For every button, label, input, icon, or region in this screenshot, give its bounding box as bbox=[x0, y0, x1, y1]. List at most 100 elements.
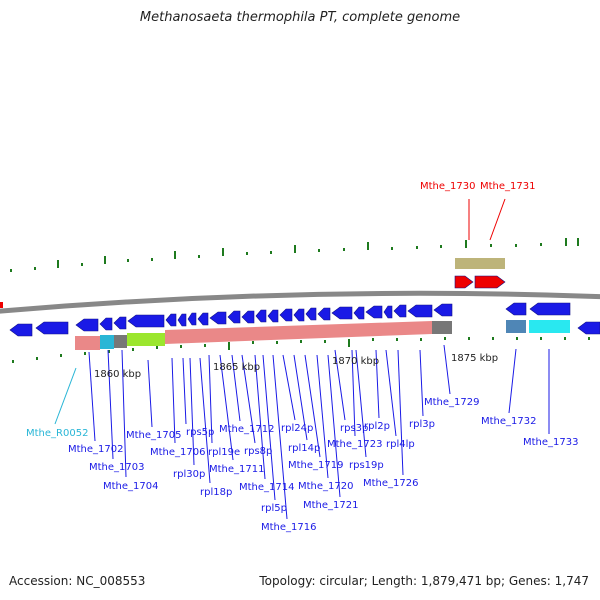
leader-line bbox=[419, 349, 424, 417]
gene-label[interactable]: Mthe_1733 bbox=[523, 437, 579, 448]
gene-label[interactable]: Mthe_1726 bbox=[363, 478, 419, 489]
gene-label[interactable]: Mthe_1711 bbox=[209, 464, 265, 475]
reverse-gene-arrow[interactable] bbox=[35, 321, 69, 335]
tick-mark bbox=[204, 344, 206, 347]
reverse-gene-arrow[interactable] bbox=[505, 302, 527, 316]
tick-mark bbox=[565, 238, 567, 246]
gene-label[interactable]: Mthe_1703 bbox=[89, 462, 145, 473]
reverse-gene-arrow[interactable] bbox=[9, 323, 33, 337]
reverse-gene-arrow[interactable] bbox=[317, 307, 331, 321]
gene-label[interactable]: rpl5p bbox=[261, 503, 287, 514]
tick-mark bbox=[132, 348, 134, 351]
gene-label[interactable]: Mthe_1730 bbox=[420, 181, 476, 192]
gene-label[interactable]: rps8p bbox=[244, 446, 272, 457]
forward-gene-arrow[interactable] bbox=[474, 275, 506, 289]
gene-label[interactable]: Mthe_1732 bbox=[481, 416, 537, 427]
track-segment-cyan bbox=[100, 335, 114, 349]
gene-label[interactable]: Mthe_1702 bbox=[68, 444, 124, 455]
reverse-gene-arrow[interactable] bbox=[99, 317, 113, 331]
gene-label[interactable]: rps19p bbox=[349, 460, 384, 471]
reverse-gene-arrow[interactable] bbox=[577, 321, 600, 335]
tick-mark bbox=[60, 354, 62, 357]
reverse-gene-arrow[interactable] bbox=[197, 312, 209, 326]
gene-label[interactable]: Mthe_1721 bbox=[303, 500, 359, 511]
gene-label[interactable]: rpl2p bbox=[364, 421, 390, 432]
tick-mark bbox=[440, 245, 442, 248]
label-leader-lines bbox=[54, 198, 550, 520]
gene-label[interactable]: Mthe_1723 bbox=[327, 439, 383, 450]
gene-label[interactable]: Mthe_1716 bbox=[261, 522, 317, 533]
gene-label[interactable]: rps5p bbox=[186, 427, 214, 438]
reverse-gene-arrow[interactable] bbox=[407, 304, 433, 318]
leader-line bbox=[241, 354, 256, 444]
tick-mark bbox=[198, 255, 200, 258]
track-segment-cyan bbox=[529, 320, 570, 333]
tick-mark bbox=[564, 337, 566, 340]
reverse-gene-arrow[interactable] bbox=[113, 316, 127, 330]
reverse-gene-arrow[interactable] bbox=[529, 302, 571, 316]
gene-label[interactable]: Mthe_1712 bbox=[219, 424, 275, 435]
leader-line bbox=[397, 349, 404, 476]
gene-label[interactable]: rpl3p bbox=[409, 419, 435, 430]
reverse-gene-arrow[interactable] bbox=[267, 309, 279, 323]
reverse-gene-arrow[interactable] bbox=[293, 308, 305, 322]
gene-label[interactable]: Mthe_1720 bbox=[298, 481, 354, 492]
tick-mark bbox=[465, 240, 467, 248]
tick-mark bbox=[490, 244, 492, 247]
reverse-gene-arrow[interactable] bbox=[255, 309, 267, 323]
gene-label[interactable]: rps3p bbox=[340, 423, 368, 434]
leader-line bbox=[121, 349, 127, 478]
reverse-gene-arrow[interactable] bbox=[383, 305, 393, 319]
gene-label[interactable]: rpl24p bbox=[281, 423, 313, 434]
reverse-gene-arrow[interactable] bbox=[209, 311, 227, 325]
tick-mark bbox=[36, 357, 38, 360]
reverse-gene-arrow[interactable] bbox=[227, 310, 241, 324]
gene-label[interactable]: rpl19e bbox=[208, 447, 240, 458]
gene-label[interactable]: Mthe_1719 bbox=[288, 460, 344, 471]
gene-label[interactable]: rpl18p bbox=[200, 487, 232, 498]
reverse-gene-arrow[interactable] bbox=[127, 314, 165, 328]
scale-label: 1870 kbp bbox=[332, 356, 379, 367]
reverse-gene-arrow[interactable] bbox=[331, 306, 353, 320]
tick-marks bbox=[0, 238, 590, 363]
tick-mark bbox=[252, 341, 254, 344]
leader-line bbox=[254, 354, 266, 480]
gene-label[interactable]: Mthe_1729 bbox=[424, 397, 480, 408]
reverse-gene-arrow[interactable] bbox=[165, 313, 177, 327]
reverse-gene-arrow[interactable] bbox=[393, 304, 407, 318]
gene-label[interactable]: Mthe_1714 bbox=[239, 482, 295, 493]
tick-mark bbox=[396, 338, 398, 341]
reverse-gene-arrow[interactable] bbox=[433, 303, 453, 317]
leader-line bbox=[262, 354, 276, 501]
reverse-gene-arrow[interactable] bbox=[177, 313, 187, 327]
gene-label[interactable]: Mthe_1706 bbox=[150, 447, 206, 458]
reverse-gene-arrow[interactable] bbox=[353, 306, 365, 320]
leader-line bbox=[489, 198, 506, 241]
tick-mark bbox=[246, 252, 248, 255]
track-segment-grey bbox=[114, 335, 127, 348]
gene-label[interactable]: rpl30p bbox=[173, 469, 205, 480]
reverse-gene-arrow[interactable] bbox=[75, 318, 99, 332]
leader-line bbox=[327, 354, 341, 498]
gene-label[interactable]: Mthe_1705 bbox=[126, 430, 182, 441]
gene-label[interactable]: rpl14p bbox=[288, 443, 320, 454]
leader-line bbox=[231, 354, 241, 422]
tick-mark bbox=[228, 342, 230, 350]
gene-label[interactable]: Mthe_1731 bbox=[480, 181, 536, 192]
gene-label[interactable]: rpl4lp bbox=[386, 439, 415, 450]
reverse-gene-arrow[interactable] bbox=[305, 307, 317, 321]
reverse-gene-arrow[interactable] bbox=[279, 308, 293, 322]
scale-label: 1865 kbp bbox=[213, 362, 260, 373]
gene-label[interactable]: Mthe_R0052 bbox=[26, 428, 88, 439]
forward-gene-arrow[interactable] bbox=[454, 275, 474, 289]
reverse-gene-arrow[interactable] bbox=[365, 305, 383, 319]
leader-line bbox=[208, 354, 213, 444]
reverse-gene-arrow[interactable] bbox=[241, 310, 255, 324]
gene-label[interactable]: Mthe_1704 bbox=[103, 481, 159, 492]
track-segment-steel bbox=[506, 320, 526, 333]
leader-line bbox=[355, 349, 367, 458]
reverse-gene-arrow[interactable] bbox=[187, 312, 197, 326]
gene-labels[interactable]: Mthe_1730 Mthe_1731Mthe_R0052Mthe_1702Mth… bbox=[26, 181, 579, 533]
gene-arrows[interactable] bbox=[9, 275, 600, 337]
